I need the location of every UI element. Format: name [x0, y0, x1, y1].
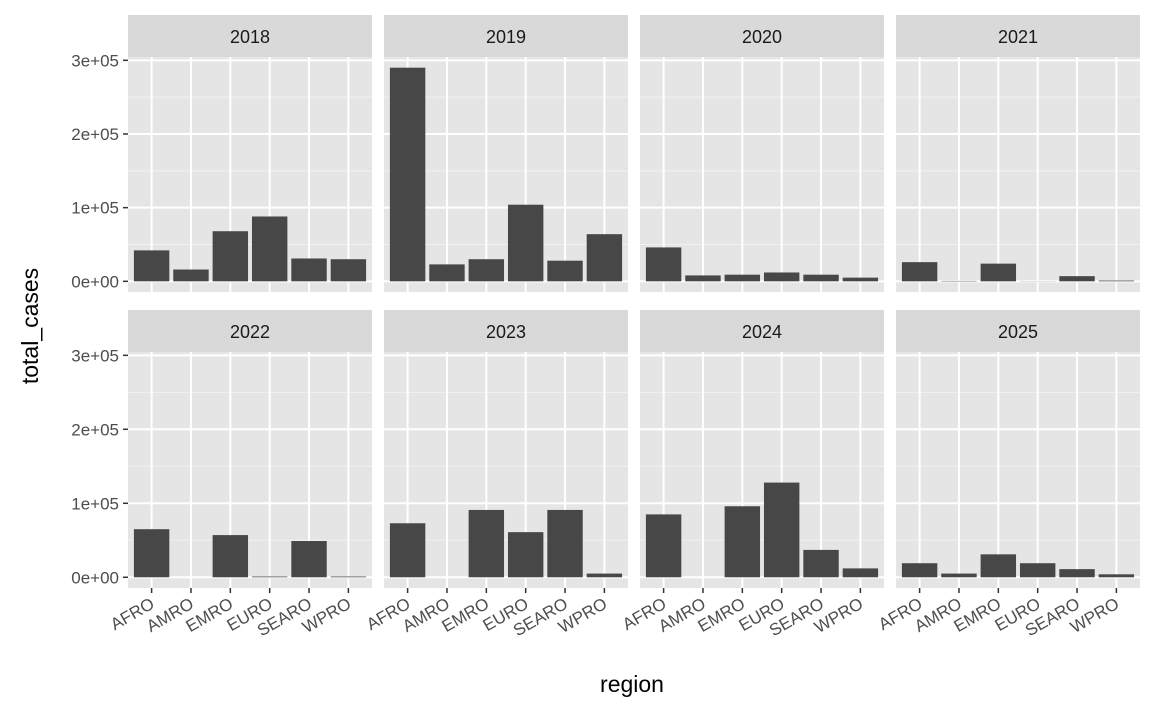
y-tick-label: 0e+00	[71, 272, 119, 291]
facet-strip-label: 2022	[230, 322, 270, 342]
bar-2021-EMRO	[980, 263, 1017, 282]
y-tick-label: 1e+05	[71, 199, 119, 218]
bar-2021-WPRO	[1098, 280, 1135, 282]
y-tick-label: 1e+05	[71, 494, 119, 513]
facet-strip-label: 2023	[486, 322, 526, 342]
bar-2018-EURO	[251, 216, 288, 282]
bar-2025-EURO	[1019, 563, 1056, 578]
y-tick-label: 3e+05	[71, 51, 119, 70]
facet-strip	[640, 15, 884, 57]
x-axis-label: region	[600, 671, 664, 697]
bar-2020-WPRO	[842, 277, 879, 282]
bar-2020-EURO	[763, 272, 800, 282]
facet-strip	[896, 310, 1140, 352]
bar-2022-WPRO	[330, 576, 367, 578]
bar-2018-AMRO	[173, 269, 209, 282]
y-tick-label: 2e+05	[71, 125, 119, 144]
bar-2019-SEARO	[547, 260, 583, 282]
bar-2019-EURO	[507, 204, 544, 282]
bar-2025-EMRO	[980, 554, 1017, 578]
facet-strip	[896, 15, 1140, 57]
bar-2022-SEARO	[291, 541, 327, 578]
facet-strip	[384, 15, 628, 57]
y-axis-label: total_cases	[17, 268, 43, 384]
bar-2019-AMRO	[429, 264, 465, 282]
bar-2023-SEARO	[547, 509, 583, 578]
bar-2022-AFRO	[133, 529, 170, 578]
bar-2022-EURO	[251, 576, 288, 578]
facet-strip-label: 2021	[998, 27, 1038, 47]
bar-2019-WPRO	[586, 234, 623, 282]
bar-2021-AFRO	[901, 262, 938, 282]
bar-2024-WPRO	[842, 568, 879, 578]
facet-strip	[640, 310, 884, 352]
y-tick-label: 2e+05	[71, 420, 119, 439]
bar-2023-AFRO	[389, 523, 426, 578]
panel-background	[896, 352, 1140, 588]
bar-2024-AFRO	[645, 514, 682, 578]
bar-2018-WPRO	[330, 259, 367, 282]
bar-2020-AMRO	[685, 275, 721, 282]
bar-2020-SEARO	[803, 274, 839, 282]
facet-strip	[128, 15, 372, 57]
facet-strip-label: 2019	[486, 27, 526, 47]
bar-2023-EURO	[507, 532, 544, 578]
bar-2018-SEARO	[291, 258, 327, 282]
bar-2019-EMRO	[468, 259, 505, 282]
facet-strip	[128, 310, 372, 352]
facet-strip-label: 2020	[742, 27, 782, 47]
facet-strip-label: 2025	[998, 322, 1038, 342]
bar-2019-AFRO	[389, 67, 426, 282]
bar-2024-EURO	[763, 482, 800, 578]
bar-2018-EMRO	[212, 231, 249, 282]
facet-strip	[384, 310, 628, 352]
bar-2023-EMRO	[468, 509, 505, 578]
bar-2025-AFRO	[901, 563, 938, 578]
y-tick-label: 3e+05	[71, 346, 119, 365]
bar-2023-WPRO	[586, 573, 623, 578]
bar-2025-WPRO	[1098, 574, 1135, 578]
bar-2024-SEARO	[803, 549, 839, 578]
bar-2025-AMRO	[941, 573, 977, 578]
bar-2020-EMRO	[724, 274, 761, 282]
y-tick-label: 0e+00	[71, 568, 119, 587]
facet-strip-label: 2024	[742, 322, 782, 342]
bar-2025-SEARO	[1059, 569, 1095, 578]
panel-background	[896, 57, 1140, 292]
bar-2024-EMRO	[724, 506, 761, 578]
bar-2020-AFRO	[645, 247, 682, 282]
bar-2022-EMRO	[212, 535, 249, 578]
facet-strip-label: 2018	[230, 27, 270, 47]
bar-2018-AFRO	[133, 250, 170, 282]
bar-2021-SEARO	[1059, 276, 1095, 282]
